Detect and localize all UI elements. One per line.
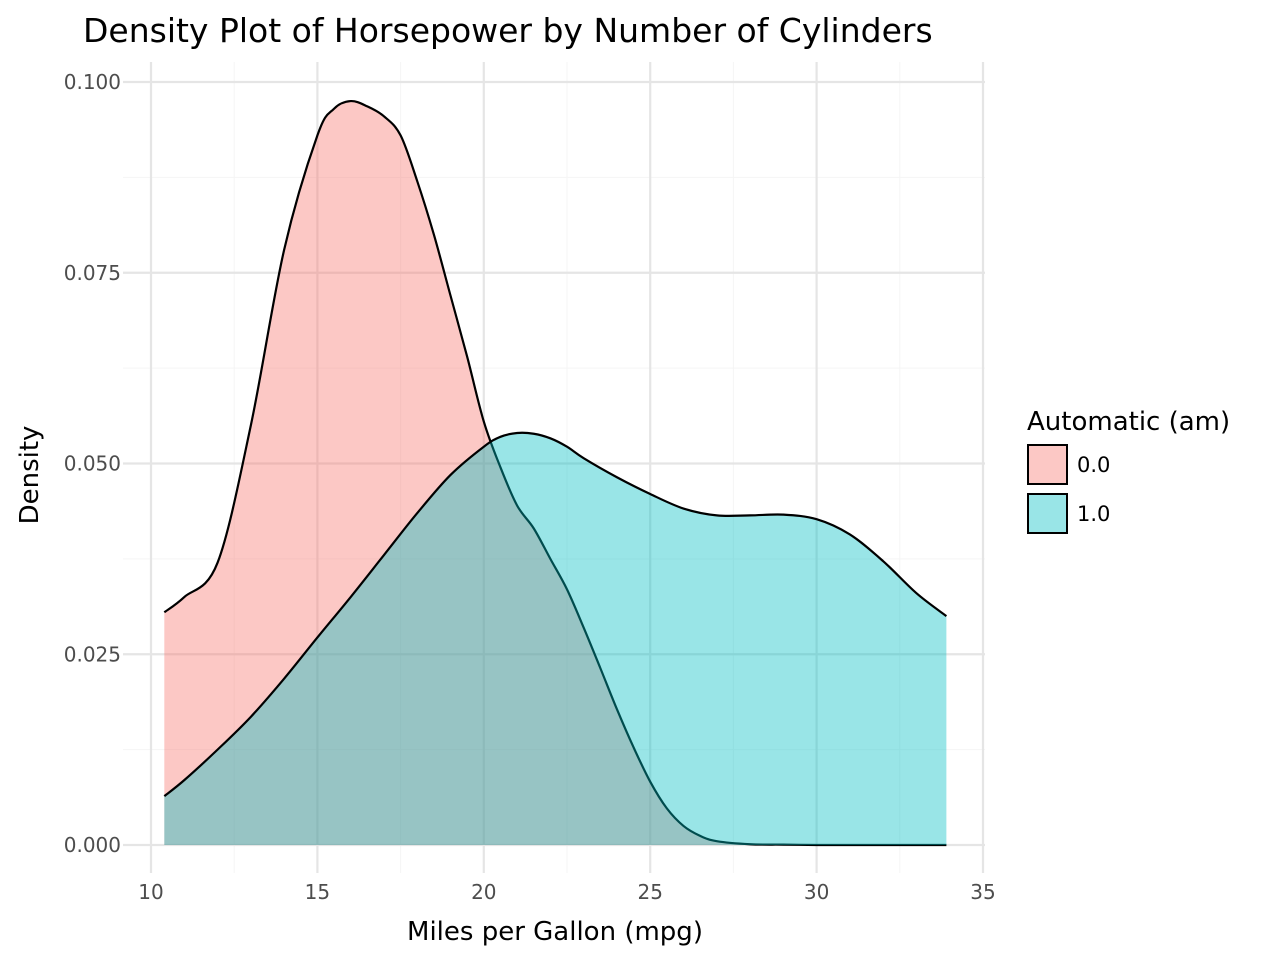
chart-title: Density Plot of Horsepower by Number of … [83,11,933,50]
legend-item: 1.0 [1027,493,1110,534]
density-curve-0-0 [163,99,947,847]
x-tick-label: 25 [637,880,662,904]
legend-label: 0.0 [1077,453,1110,477]
x-tick-label: 10 [138,880,163,904]
x-axis-ticks: 10 15 20 25 30 35 [138,880,995,904]
x-tick-label: 30 [804,880,829,904]
legend-swatch [1027,493,1068,534]
x-tick-label: 20 [471,880,496,904]
density-area-1-0 [164,432,947,845]
legend-items: 0.0 1.0 [1027,444,1110,534]
legend-key-background [1027,493,1068,534]
grid [123,62,985,873]
density-area-0-0 [164,101,947,846]
x-axis-title: Miles per Gallon (mpg) [407,917,703,947]
legend-label: 1.0 [1077,502,1110,526]
legend-item: 0.0 [1027,444,1110,485]
y-tick-label: 0.075 [64,261,121,285]
x-tick-label: 35 [970,880,995,904]
legend-swatch [1027,444,1068,485]
density-curve-1-0 [163,431,948,798]
y-tick-label: 0.050 [64,452,121,476]
y-tick-label: 0.100 [64,70,121,94]
y-tick-label: 0.025 [64,642,121,666]
legend: Automatic (am) 0.0 1.0 [1027,407,1230,534]
density-areas [163,99,948,847]
legend-key-background [1027,444,1068,485]
y-axis-title: Density [15,426,45,525]
y-tick-label: 0.000 [64,833,121,857]
x-tick-label: 15 [305,880,330,904]
y-axis-ticks: 0.000 0.025 0.050 0.075 0.100 [64,70,121,857]
legend-title: Automatic (am) [1027,407,1230,437]
